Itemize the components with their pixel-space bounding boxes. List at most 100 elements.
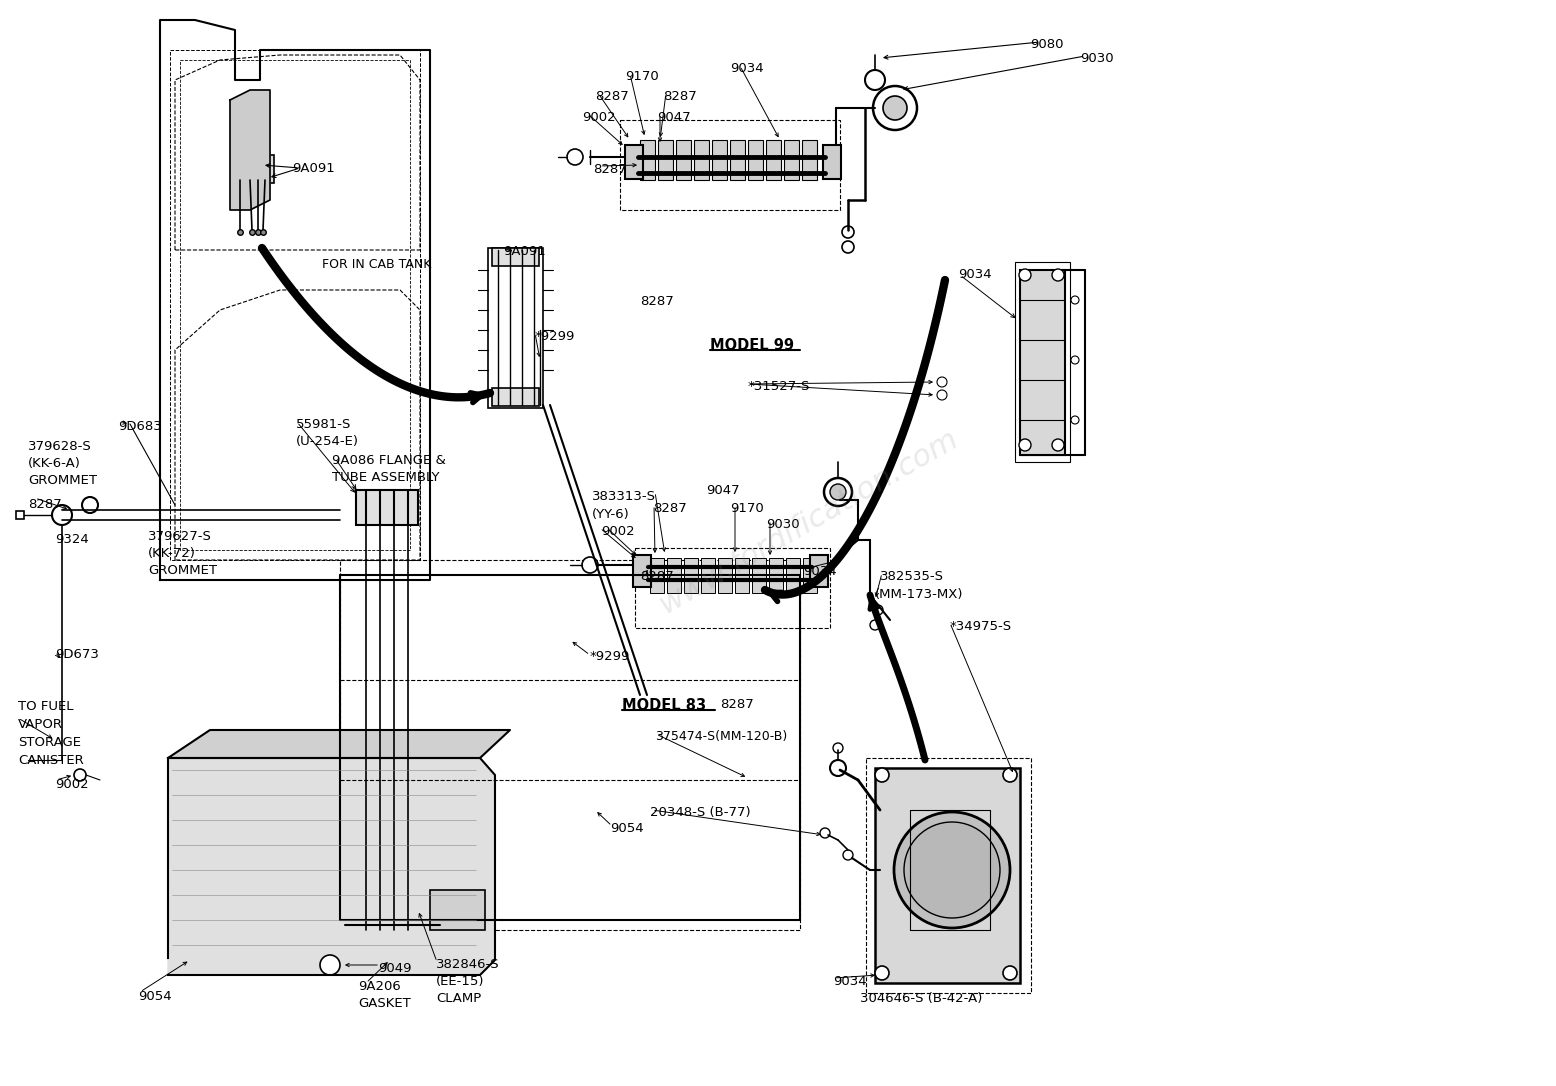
Text: GASKET: GASKET <box>358 997 411 1010</box>
Bar <box>874 768 1021 983</box>
Circle shape <box>865 70 885 90</box>
Text: 379627-S: 379627-S <box>148 530 212 543</box>
Bar <box>730 140 745 180</box>
Bar <box>232 155 274 184</box>
Bar <box>685 558 699 593</box>
Text: 8287: 8287 <box>663 90 697 103</box>
Text: www.fordification.com: www.fordification.com <box>655 424 963 619</box>
Text: VAPOR: VAPOR <box>19 718 62 731</box>
Bar <box>356 490 419 525</box>
Text: FOR IN CAB TANK: FOR IN CAB TANK <box>322 258 431 272</box>
Bar <box>801 140 817 180</box>
Circle shape <box>882 96 907 119</box>
Text: 9047: 9047 <box>657 111 691 124</box>
Bar <box>769 558 783 593</box>
Bar <box>748 140 762 180</box>
Text: *9299: *9299 <box>590 651 630 662</box>
Bar <box>784 140 798 180</box>
Circle shape <box>1071 416 1078 424</box>
Text: 9054: 9054 <box>610 822 644 835</box>
Circle shape <box>1052 269 1064 281</box>
Circle shape <box>1019 439 1032 451</box>
Bar <box>1021 270 1064 455</box>
Bar <box>803 558 817 593</box>
Text: (KK-72): (KK-72) <box>148 547 196 560</box>
Circle shape <box>1071 296 1078 304</box>
Text: 9030: 9030 <box>1080 52 1114 65</box>
Text: 382535-S: 382535-S <box>881 570 944 583</box>
Circle shape <box>825 478 853 506</box>
Bar <box>668 558 682 593</box>
Text: STORAGE: STORAGE <box>19 736 81 749</box>
Text: 9A091: 9A091 <box>503 245 546 258</box>
Circle shape <box>1019 269 1032 281</box>
Bar <box>766 140 781 180</box>
Circle shape <box>75 769 86 781</box>
Circle shape <box>82 497 98 513</box>
Bar <box>626 146 643 179</box>
Text: 8287: 8287 <box>594 90 629 103</box>
Text: 9A086 FLANGE &: 9A086 FLANGE & <box>331 454 447 467</box>
Circle shape <box>1004 768 1018 782</box>
Bar <box>492 388 538 406</box>
Bar <box>429 891 485 930</box>
Text: *34975-S: *34975-S <box>951 620 1011 633</box>
Text: 379628-S: 379628-S <box>28 440 92 453</box>
Bar <box>341 560 800 930</box>
Bar <box>702 558 716 593</box>
Text: (YY-6): (YY-6) <box>591 508 630 521</box>
Circle shape <box>904 822 1001 918</box>
Text: 20348-S (B-77): 20348-S (B-77) <box>650 806 750 819</box>
Text: 9002: 9002 <box>582 111 616 124</box>
Circle shape <box>873 605 882 615</box>
Bar <box>180 60 409 550</box>
Text: TO FUEL: TO FUEL <box>19 700 73 714</box>
Text: 8287: 8287 <box>640 295 674 308</box>
Bar <box>619 119 840 210</box>
Polygon shape <box>230 90 271 210</box>
Bar <box>1015 262 1071 462</box>
Bar <box>633 555 650 588</box>
Bar <box>635 548 829 628</box>
Text: 9002: 9002 <box>54 778 89 791</box>
Circle shape <box>51 505 72 525</box>
Circle shape <box>895 812 1010 929</box>
Text: MODEL 99: MODEL 99 <box>710 338 794 353</box>
Bar <box>752 558 766 593</box>
Text: 9A091: 9A091 <box>293 162 335 175</box>
Text: 9D683: 9D683 <box>118 420 162 433</box>
Polygon shape <box>168 730 510 758</box>
Text: 8287: 8287 <box>593 163 627 176</box>
Polygon shape <box>168 758 495 975</box>
Text: 304646-S (B-42-A): 304646-S (B-42-A) <box>860 992 982 1005</box>
Bar <box>170 50 420 560</box>
Bar <box>650 558 664 593</box>
Text: 9034: 9034 <box>730 62 764 75</box>
Circle shape <box>842 226 854 238</box>
Bar <box>489 248 543 408</box>
Circle shape <box>937 377 948 387</box>
Circle shape <box>321 955 341 975</box>
Bar <box>786 558 800 593</box>
Text: 9170: 9170 <box>626 70 658 83</box>
Text: 9034: 9034 <box>803 565 837 578</box>
Circle shape <box>1004 967 1018 980</box>
Text: 9A206: 9A206 <box>358 980 401 993</box>
Text: *9299: *9299 <box>535 330 576 343</box>
Text: (U-254-E): (U-254-E) <box>296 435 359 449</box>
Circle shape <box>1052 439 1064 451</box>
Circle shape <box>874 967 888 980</box>
Text: 9049: 9049 <box>378 962 411 975</box>
Bar <box>867 758 1032 993</box>
Circle shape <box>842 241 854 253</box>
Text: (EE-15): (EE-15) <box>436 975 484 988</box>
Text: 8287: 8287 <box>28 498 62 512</box>
Bar <box>675 140 691 180</box>
Bar <box>658 140 674 180</box>
Text: 9034: 9034 <box>832 975 867 988</box>
Bar <box>350 900 429 930</box>
Text: 9170: 9170 <box>730 502 764 515</box>
Text: GROMMET: GROMMET <box>148 564 216 577</box>
Bar <box>713 140 727 180</box>
Bar <box>811 555 828 588</box>
